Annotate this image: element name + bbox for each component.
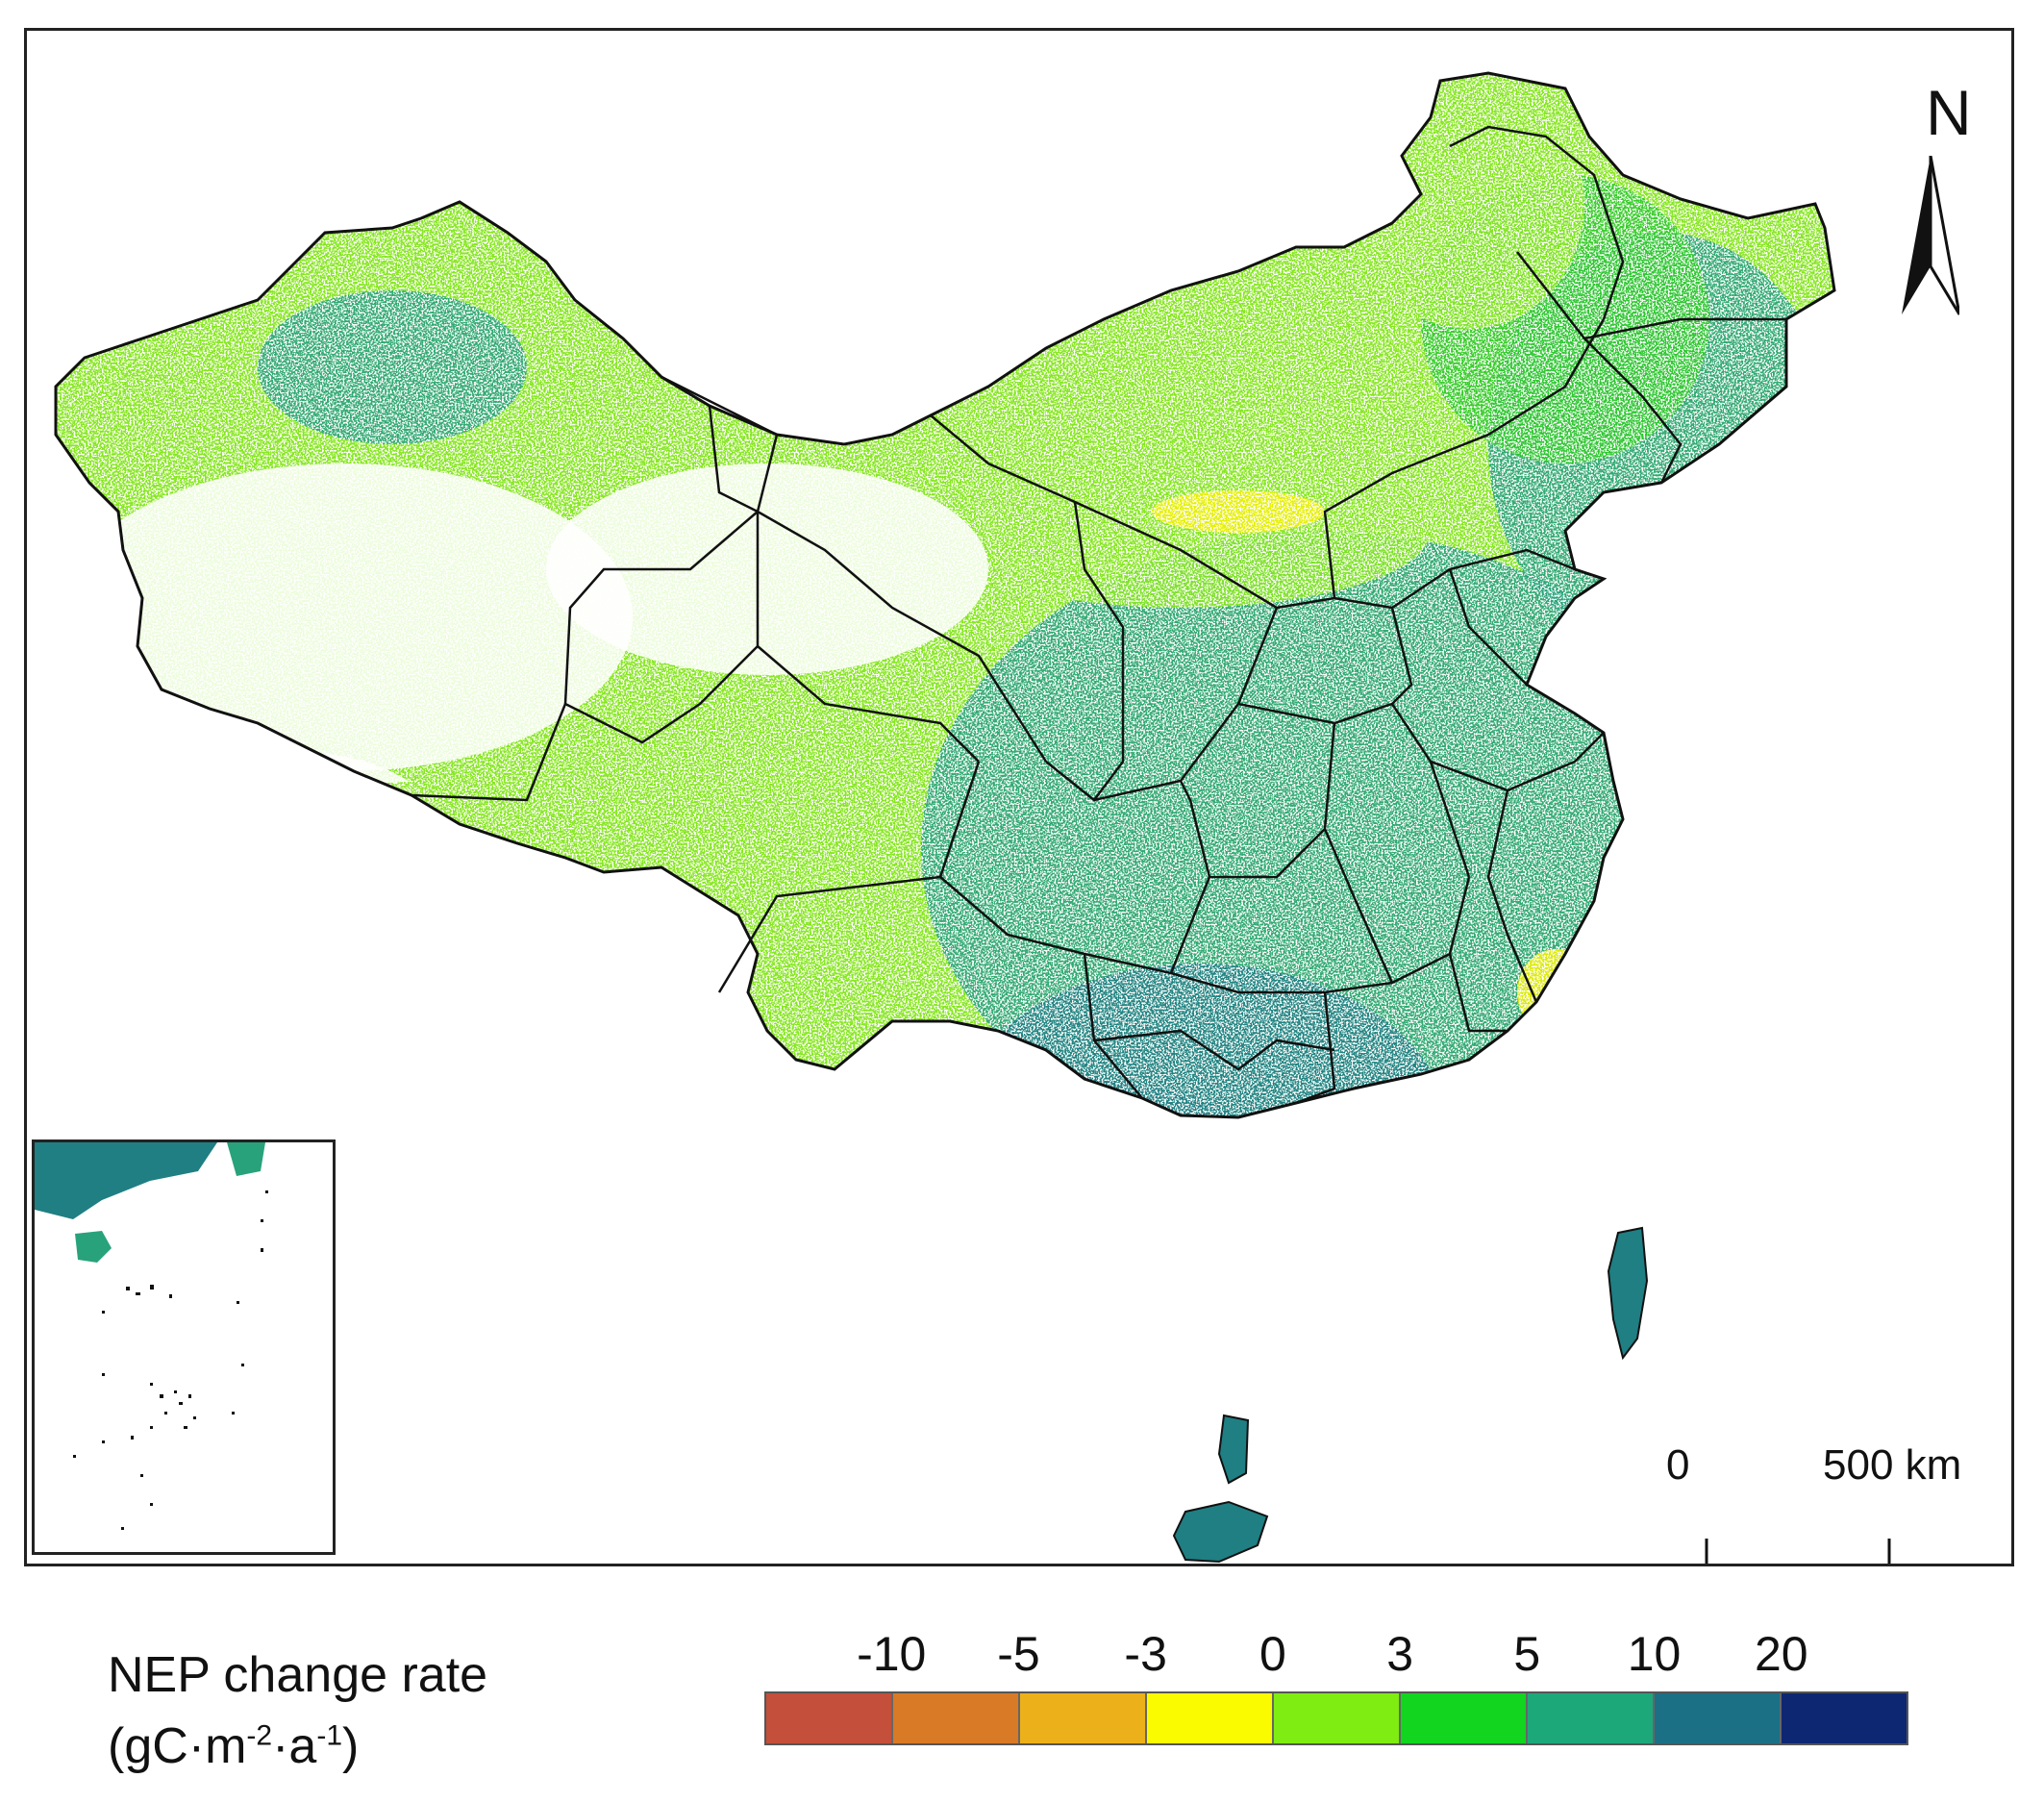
taiwan-island <box>1607 1226 1649 1361</box>
legend-tick-label: 10 <box>1627 1627 1682 1681</box>
inset-islands <box>73 1190 268 1530</box>
legend-swatch <box>1401 1693 1528 1743</box>
hainan-island <box>1172 1500 1269 1564</box>
scale-start-label: 0 <box>1666 1441 1690 1489</box>
china-nep-map <box>54 71 1836 1564</box>
legend-tick-label: 20 <box>1754 1627 1808 1681</box>
legend-swatch <box>1782 1693 1907 1743</box>
province-boundaries <box>411 125 1786 1105</box>
legend-tick-label: -5 <box>997 1627 1040 1681</box>
legend-swatch <box>766 1693 893 1743</box>
legend-unit: (gC·m-2·a-1) <box>108 1718 360 1774</box>
legend-swatch <box>1528 1693 1655 1743</box>
legend-tick-label: 3 <box>1386 1627 1414 1681</box>
legend-color-bar <box>764 1691 1908 1745</box>
legend-tick-label: 5 <box>1513 1627 1541 1681</box>
china-outline <box>54 71 1836 1119</box>
legend-tick-label: 0 <box>1259 1627 1286 1681</box>
legend-swatch <box>1655 1693 1782 1743</box>
legend-swatch <box>1147 1693 1274 1743</box>
legend-title: NEP change rate <box>108 1647 488 1703</box>
scale-bar <box>1705 1539 1891 1564</box>
south-china-sea-inset <box>32 1139 336 1555</box>
north-arrow-icon <box>1902 156 1959 315</box>
legend-tick-label: -3 <box>1124 1627 1167 1681</box>
map-frame: N 0 500 km <box>24 28 2014 1566</box>
legend-swatch <box>893 1693 1020 1743</box>
leizhou-peninsula <box>1217 1414 1250 1485</box>
legend-swatch <box>1274 1693 1401 1743</box>
legend-tick-label: -10 <box>857 1627 927 1681</box>
legend-swatch <box>1020 1693 1147 1743</box>
scale-end-label: 500 km <box>1823 1441 1962 1489</box>
north-label: N <box>1926 77 1972 148</box>
inset-map <box>35 1142 268 1530</box>
